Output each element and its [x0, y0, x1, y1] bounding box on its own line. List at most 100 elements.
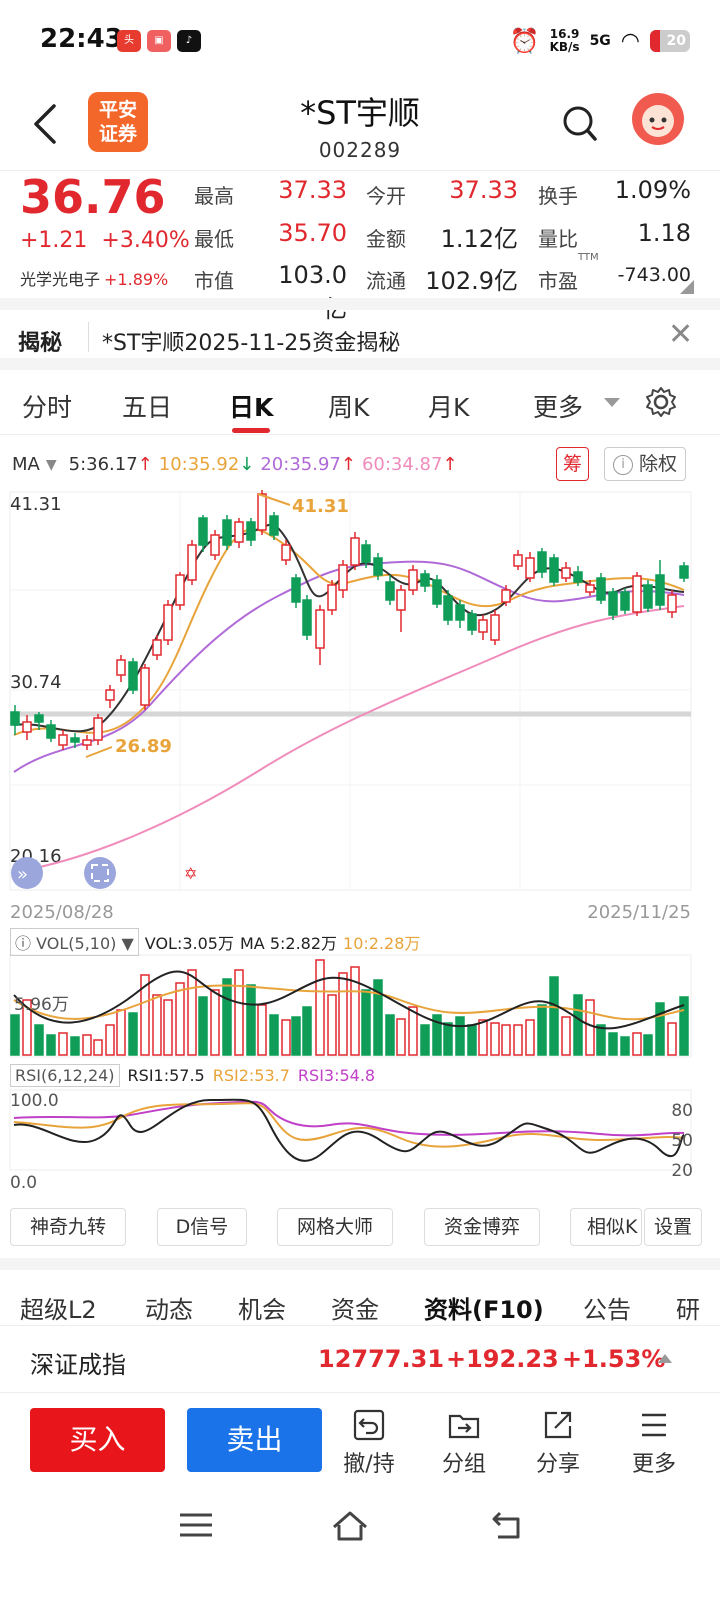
stat-amount-value: 1.12亿	[440, 225, 518, 253]
fullscreen-icon[interactable]	[84, 857, 116, 889]
ma-legend: MA ▼ 5:36.17↑ 10:35.92↓ 20:35.97↑ 60:34.…	[12, 454, 458, 475]
volume-bar	[34, 1024, 44, 1056]
tab-news[interactable]: 动态	[145, 1296, 193, 1324]
ma5-value: 5:36.17↑	[68, 454, 153, 475]
chevron-up-icon[interactable]	[658, 1354, 672, 1363]
chevron-down-icon[interactable]: ▼	[45, 456, 57, 473]
indicator-fund-game[interactable]: 资金博弈	[424, 1208, 540, 1246]
info-icon: ⓘ	[15, 934, 32, 953]
rsi-legend: RSI(6,12,24) RSI1:57.5 RSI2:53.7 RSI3:54…	[10, 1063, 375, 1087]
expand-left-icon[interactable]	[11, 857, 43, 889]
assistant-avatar-icon[interactable]	[632, 93, 684, 145]
chevron-down-icon[interactable]	[604, 398, 620, 407]
tab-opportunity[interactable]: 机会	[238, 1296, 286, 1324]
reveal-label: 揭秘	[18, 331, 63, 356]
tab-5day[interactable]: 五日	[122, 393, 173, 422]
candle	[291, 577, 301, 603]
close-icon[interactable]: ✕	[668, 317, 694, 352]
tab-more[interactable]: 更多	[533, 393, 584, 422]
divider	[88, 322, 89, 352]
tab-announcement[interactable]: 公告	[583, 1296, 631, 1324]
tab-monthly-k[interactable]: 月K	[428, 393, 470, 422]
volume-bar	[46, 1034, 56, 1056]
vol-axis-label: 5.96万	[14, 995, 69, 1015]
volume-bar	[620, 1036, 630, 1056]
wifi-icon: ◠	[620, 28, 640, 54]
tab-weekly-k[interactable]: 周K	[328, 393, 370, 422]
tab-research[interactable]: 研	[676, 1296, 700, 1324]
group-button[interactable]: 分组	[429, 1408, 499, 1478]
candle	[187, 544, 197, 581]
stat-pe-value: -743.00	[617, 264, 691, 286]
stat-volratio-value: 1.18	[637, 219, 691, 247]
tab-super-l2[interactable]: 超级L2	[20, 1296, 97, 1324]
more-button[interactable]: 更多	[619, 1408, 689, 1478]
volume-bar	[187, 969, 197, 1056]
ma-selector[interactable]: MA	[12, 454, 40, 475]
indicator-grid-master[interactable]: 网格大师	[277, 1208, 393, 1246]
rsi-selector[interactable]: RSI(6,12,24)	[10, 1063, 120, 1087]
candle	[643, 584, 653, 609]
vol-ma5: MA 5:2.82万	[239, 934, 338, 953]
event-marker-icon: ✡	[184, 864, 197, 883]
tab-f10[interactable]: 资料(F10)	[424, 1296, 544, 1324]
tab-intraday[interactable]: 分时	[22, 393, 73, 422]
volume-bar	[210, 989, 220, 1056]
candle	[281, 544, 291, 561]
volume-bar	[373, 979, 383, 1056]
broker-logo[interactable]: 平安 证券	[88, 92, 148, 152]
gear-icon[interactable]	[645, 386, 677, 418]
chip-distribution-button[interactable]: 筹	[556, 447, 590, 481]
indicator-magic-nine[interactable]: 神奇九转	[10, 1208, 126, 1246]
info-icon: i	[613, 455, 633, 475]
ma10-value: 10:35.92↓	[158, 454, 255, 475]
ma60-line	[13, 605, 685, 873]
volume-bar	[82, 1034, 92, 1056]
cancel-hold-button[interactable]: 撤/持	[334, 1408, 404, 1478]
volume-bar	[667, 1022, 677, 1056]
sector-link[interactable]: 光学光电子 +1.89%	[20, 270, 169, 289]
stat-pe-label: 市盈	[538, 269, 578, 293]
toutiao-icon: 头	[117, 30, 141, 52]
volume-bar	[385, 1014, 395, 1056]
tab-funds[interactable]: 资金	[331, 1296, 379, 1324]
volume-bar	[246, 984, 256, 1056]
indicator-settings-button[interactable]: 设置	[644, 1208, 702, 1246]
adjust-button[interactable]: i 除权	[604, 447, 687, 481]
volume-bar	[490, 1022, 500, 1056]
divider	[0, 1258, 720, 1270]
alarm-icon: ⏰	[509, 27, 540, 55]
ma60-value: 60:34.87↑	[361, 454, 458, 475]
candle	[327, 584, 337, 611]
candle	[525, 557, 535, 579]
indicator-d-signal[interactable]: D信号	[157, 1208, 247, 1246]
candle	[58, 734, 68, 746]
volume-bar	[93, 1039, 103, 1056]
candle	[549, 557, 559, 583]
index-name[interactable]: 深证成指	[30, 1351, 126, 1379]
status-time: 22:43	[40, 24, 123, 54]
date-end: 2025/11/25	[587, 902, 691, 923]
buy-button[interactable]: 买入	[30, 1408, 165, 1472]
corner-expand-icon[interactable]	[680, 280, 694, 294]
vol-legend: ⓘ VOL(5,10) ▼ VOL:3.05万 MA 5:2.82万 10:2.…	[10, 928, 420, 956]
stat-low-label: 最低	[194, 227, 234, 251]
candles	[10, 490, 689, 750]
sell-button[interactable]: 卖出	[187, 1408, 322, 1472]
menu-nav-icon[interactable]	[176, 1505, 216, 1545]
candle	[105, 689, 115, 701]
tab-daily-k[interactable]: 日K	[229, 393, 274, 422]
vol-selector[interactable]: ⓘ VOL(5,10) ▼	[10, 928, 139, 956]
back-icon[interactable]	[30, 102, 60, 146]
volume-bar	[175, 982, 185, 1056]
home-nav-icon[interactable]	[330, 1505, 370, 1545]
volume-bar	[596, 1024, 606, 1056]
back-nav-icon[interactable]	[488, 1505, 528, 1545]
share-button[interactable]: 分享	[523, 1408, 593, 1478]
search-icon[interactable]	[562, 104, 598, 144]
reveal-link[interactable]: *ST宇顺2025-11-25资金揭秘	[102, 331, 401, 356]
candle	[561, 567, 571, 579]
share-icon	[544, 1411, 572, 1439]
indicator-similar-k[interactable]: 相似K	[570, 1208, 642, 1246]
kline-chart[interactable]: 41.31 30.74 20.16 41.31 26.89 » ✡ 2025/0…	[0, 480, 720, 1220]
